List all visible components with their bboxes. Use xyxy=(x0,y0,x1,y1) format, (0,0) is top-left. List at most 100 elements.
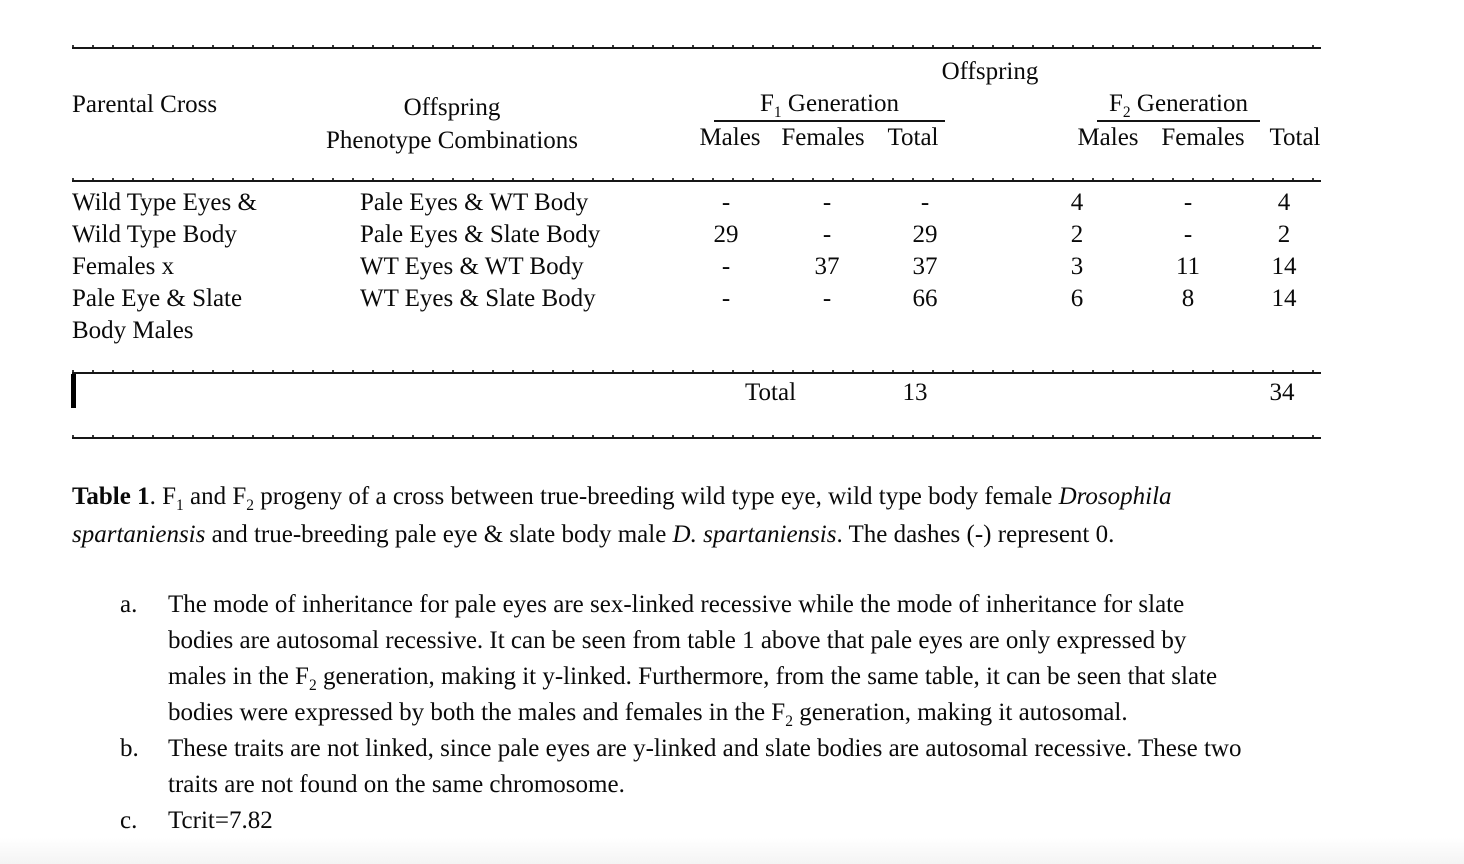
text-line: traits are not found on the same chromos… xyxy=(168,767,1355,803)
cell-value: 8 xyxy=(1181,285,1195,312)
answer-marker-a: a. xyxy=(120,591,138,618)
text-segment: F xyxy=(760,90,774,117)
answer-marker-b: b. xyxy=(120,735,139,762)
total-row-top-border xyxy=(72,370,1321,374)
f1-males-header: Males xyxy=(699,124,761,151)
cell-value: - xyxy=(822,221,832,248)
text-segment: Drosophila xyxy=(1058,483,1172,510)
subscript: 1 xyxy=(773,104,782,121)
text-segment: spartaniensis xyxy=(72,520,206,548)
text-segment: F xyxy=(1109,90,1123,117)
answer-text-c: Tcrit=7.82 xyxy=(168,803,1355,839)
cell-value: 14 xyxy=(1271,285,1297,312)
f1-total-values: - 29 37 66 xyxy=(885,187,965,315)
cell-value: Pale Eyes & WT Body xyxy=(360,189,589,216)
text-cursor xyxy=(71,374,76,408)
f1-total-header: Total xyxy=(887,124,939,151)
text-line: bodies are autosomal recessive. It can b… xyxy=(168,623,1355,659)
column-header-offspring-phenotype: Offspring Phenotype Combinations xyxy=(316,91,588,157)
f1-females-values: - - 37 - xyxy=(787,187,867,315)
total-f2-value: 34 xyxy=(1269,379,1295,406)
cell-value: Pale Eye & Slate xyxy=(72,285,243,312)
cell-value: - xyxy=(721,253,731,280)
text-segment: Generation xyxy=(1130,90,1248,117)
text-segment: traits are not found on the same chromos… xyxy=(168,771,625,798)
text-segment: and F xyxy=(183,483,247,510)
subscript: 2 xyxy=(785,713,793,730)
text-segment: Tcrit=7.82 xyxy=(168,807,273,834)
table-header-separator xyxy=(72,178,1321,182)
cell-value: - xyxy=(1183,189,1193,216)
cell-value: 37 xyxy=(912,253,938,280)
parental-cross-cell: Wild Type Eyes & Wild Type Body Females x P… xyxy=(72,187,257,347)
f2-females-header: Females xyxy=(1161,124,1245,151)
text-line: Table 1. F1 and F2 progeny of a cross be… xyxy=(72,478,1282,516)
answer-text-b: These traits are not linked, since pale … xyxy=(168,731,1355,803)
cell-value: Wild Type Eyes & xyxy=(72,189,257,216)
text-line: males in the F2 generation, making it y-… xyxy=(168,659,1355,695)
cell-value: WT Eyes & WT Body xyxy=(360,253,584,280)
phenotype-combinations-cell: Pale Eyes & WT Body Pale Eyes & Slate Bod… xyxy=(360,187,600,315)
cell-value: 3 xyxy=(1070,253,1084,280)
column-header-parental-cross: Parental Cross xyxy=(72,91,218,118)
cell-value: 14 xyxy=(1271,253,1297,280)
cell-value: Females x xyxy=(72,253,175,280)
text-segment: bodies are autosomal recessive. It can b… xyxy=(168,627,1187,654)
table-border-bottom xyxy=(72,435,1321,439)
answer-marker-c: c. xyxy=(120,807,138,834)
f1-generation-header: F1 Generation xyxy=(714,90,945,122)
answer-item-c: c. Tcrit=7.82 xyxy=(120,803,1355,839)
cell-value: - xyxy=(721,285,731,312)
f2-total-header: Total xyxy=(1269,124,1321,151)
cell-value: 4 xyxy=(1277,189,1291,216)
subscript: 2 xyxy=(308,677,317,694)
text-line: spartaniensis and true-breeding pale eye… xyxy=(72,516,1282,554)
text-segment: generation, making it autosomal. xyxy=(792,699,1128,726)
cell-value: WT Eyes & Slate Body xyxy=(360,285,596,312)
text-segment: . The dashes (-) represent 0. xyxy=(836,520,1115,548)
text-segment: generation, making it y-linked. Furtherm… xyxy=(316,663,1218,690)
text-line: These traits are not linked, since pale … xyxy=(168,731,1355,767)
text-segment: bodies were expressed by both the males … xyxy=(168,699,786,726)
table-border-top xyxy=(72,45,1321,49)
cell-value: Pale Eyes & Slate Body xyxy=(360,221,601,248)
cell-value: 66 xyxy=(912,285,938,312)
offspring-header-line1: Offspring xyxy=(403,94,501,121)
cell-value: - xyxy=(1183,221,1193,248)
text-segment: Generation xyxy=(781,90,899,117)
page-bottom-shade xyxy=(0,838,1464,864)
answer-list: a. The mode of inheritance for pale eyes… xyxy=(120,587,1355,839)
cell-value: - xyxy=(822,189,832,216)
cell-value: 2 xyxy=(1070,221,1084,248)
cell-value: 6 xyxy=(1070,285,1084,312)
total-f1-value: 13 xyxy=(902,379,928,406)
text-segment: These traits are not linked, since pale … xyxy=(168,735,1242,762)
cell-value: - xyxy=(721,189,731,216)
f2-generation-header: F2 Generation xyxy=(1097,90,1260,122)
text-segment: and true-breeding pale eye & slate body … xyxy=(205,520,673,548)
text-segment: Table 1 xyxy=(72,483,150,510)
cell-value: Wild Type Body xyxy=(72,221,237,248)
subscript: 2 xyxy=(246,497,254,514)
subscript: 2 xyxy=(1122,104,1131,121)
cell-value: 2 xyxy=(1277,221,1291,248)
text-line: The mode of inheritance for pale eyes ar… xyxy=(168,587,1355,623)
text-line: bodies were expressed by both the males … xyxy=(168,695,1355,731)
cell-value: 37 xyxy=(814,253,840,280)
f2-males-header: Males xyxy=(1077,124,1139,151)
cell-value: - xyxy=(822,285,832,312)
cell-value: 29 xyxy=(912,221,938,248)
cell-value: 4 xyxy=(1070,189,1084,216)
text-segment: progeny of a cross between true-breeding… xyxy=(253,483,1059,510)
f2-total-values: 4 2 14 14 xyxy=(1244,187,1324,315)
f2-males-values: 4 2 3 6 xyxy=(1037,187,1117,315)
answer-item-b: b. These traits are not linked, since pa… xyxy=(120,731,1355,803)
cell-value: 11 xyxy=(1175,253,1201,280)
text-segment: The mode of inheritance for pale eyes ar… xyxy=(168,591,1185,618)
offspring-header-line2: Phenotype Combinations xyxy=(325,127,579,154)
text-segment: . F xyxy=(149,483,176,510)
table-caption: Table 1. F1 and F2 progeny of a cross be… xyxy=(72,478,1282,553)
cell-value: Body Males xyxy=(72,317,194,344)
f1-males-values: - 29 - - xyxy=(686,187,766,315)
